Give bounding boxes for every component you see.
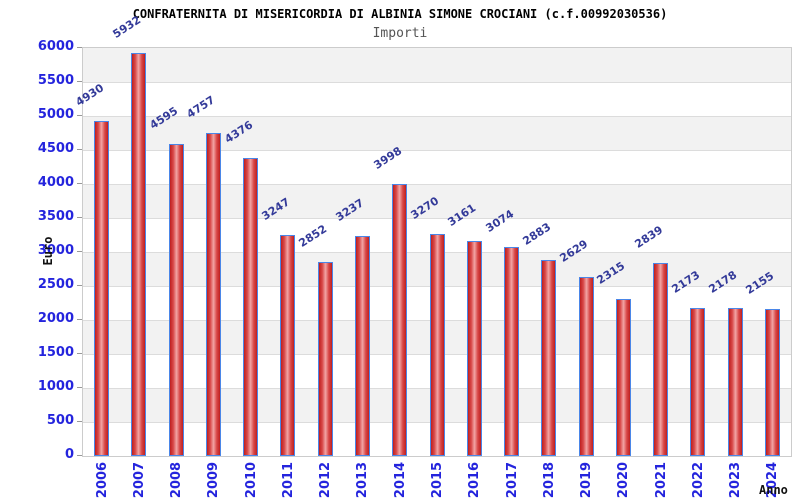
bar-2022 bbox=[690, 308, 706, 456]
gridline bbox=[83, 218, 791, 219]
y-tick-mark bbox=[77, 353, 82, 354]
x-axis-title: Anno bbox=[759, 483, 788, 497]
y-tick-mark bbox=[77, 251, 82, 252]
gridline bbox=[83, 184, 791, 185]
y-tick-label: 1500 bbox=[37, 345, 74, 360]
y-tick-label: 1000 bbox=[37, 379, 74, 394]
x-tick-label: 2018 bbox=[541, 461, 557, 499]
y-tick-mark bbox=[77, 319, 82, 320]
plot-band bbox=[83, 184, 791, 218]
x-tick-label: 2015 bbox=[430, 461, 445, 499]
bar-2019 bbox=[578, 277, 594, 456]
y-tick-label: 0 bbox=[64, 447, 74, 462]
x-tick-label: 2021 bbox=[653, 461, 669, 499]
plot-band bbox=[83, 150, 791, 184]
y-tick-mark bbox=[77, 455, 82, 456]
bar-2023 bbox=[727, 307, 743, 456]
y-tick-label: 6000 bbox=[37, 39, 74, 54]
y-tick-mark bbox=[77, 47, 82, 48]
x-tick-label: 2014 bbox=[392, 461, 408, 499]
gridline bbox=[83, 150, 791, 151]
y-tick-mark bbox=[77, 421, 82, 422]
x-tick-label: 2017 bbox=[504, 461, 520, 499]
gridline bbox=[83, 82, 791, 83]
y-tick-label: 4000 bbox=[37, 175, 74, 190]
chart-title: CONFRATERNITA DI MISERICORDIA DI ALBINIA… bbox=[132, 7, 668, 21]
bar-2012 bbox=[317, 262, 333, 456]
plot-area bbox=[82, 47, 792, 457]
y-tick-label: 2500 bbox=[37, 277, 74, 292]
bar-2010 bbox=[243, 158, 259, 456]
x-tick-label: 2012 bbox=[318, 461, 334, 499]
x-tick-label: 2010 bbox=[243, 461, 259, 499]
y-tick-mark bbox=[77, 115, 82, 116]
bar-2016 bbox=[466, 241, 482, 456]
bar-2018 bbox=[541, 259, 557, 456]
bar-2008 bbox=[168, 143, 184, 456]
bar-2021 bbox=[653, 262, 669, 456]
y-tick-mark bbox=[77, 387, 82, 388]
y-tick-label: 5500 bbox=[37, 73, 74, 88]
x-tick-label: 2019 bbox=[579, 461, 595, 499]
bar-2020 bbox=[615, 298, 631, 456]
bar-2013 bbox=[354, 235, 370, 456]
y-axis-title: Euro bbox=[41, 236, 55, 266]
y-tick-label: 3000 bbox=[37, 243, 74, 258]
x-tick-label: 2009 bbox=[206, 461, 222, 499]
plot-band bbox=[83, 82, 791, 116]
x-tick-label: 2022 bbox=[690, 461, 706, 499]
x-tick-label: 2020 bbox=[616, 461, 632, 499]
y-tick-mark bbox=[77, 149, 82, 150]
x-tick-label: 2008 bbox=[169, 461, 185, 499]
y-tick-mark bbox=[77, 285, 82, 286]
gridline bbox=[83, 116, 791, 117]
y-tick-label: 5000 bbox=[37, 107, 74, 122]
bar-2024 bbox=[764, 309, 780, 456]
x-tick-label: 2006 bbox=[94, 461, 110, 499]
bar-2017 bbox=[504, 246, 520, 456]
x-tick-label: 2013 bbox=[355, 461, 371, 499]
y-tick-label: 3500 bbox=[37, 209, 74, 224]
bar-2014 bbox=[392, 184, 408, 456]
x-tick-label: 2007 bbox=[131, 461, 147, 499]
x-tick-label: 2016 bbox=[467, 461, 483, 499]
y-tick-mark bbox=[77, 81, 82, 82]
bar-2006 bbox=[94, 120, 110, 456]
plot-band bbox=[83, 116, 791, 150]
bar-2011 bbox=[280, 235, 296, 456]
plot-band bbox=[83, 48, 791, 82]
bar-2009 bbox=[205, 132, 221, 456]
bar-2007 bbox=[131, 52, 147, 456]
chart-subtitle: Importi bbox=[372, 26, 428, 41]
x-tick-label: 2011 bbox=[280, 461, 296, 499]
y-tick-mark bbox=[77, 183, 82, 184]
y-tick-mark bbox=[77, 217, 82, 218]
y-tick-label: 4500 bbox=[37, 141, 74, 156]
y-tick-label: 2000 bbox=[37, 311, 74, 326]
bar-2015 bbox=[429, 233, 445, 456]
y-tick-label: 500 bbox=[46, 413, 74, 428]
x-tick-label: 2023 bbox=[728, 461, 744, 499]
